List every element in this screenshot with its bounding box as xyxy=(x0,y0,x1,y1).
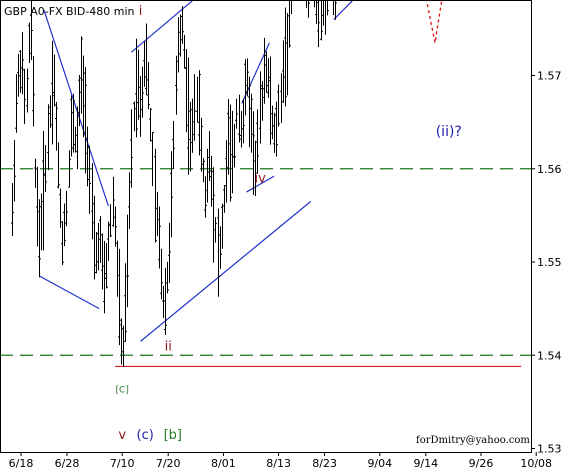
wave-label: (c) xyxy=(137,428,154,443)
channel-line xyxy=(39,275,100,310)
x-tick-label: 10/08 xyxy=(520,457,552,470)
x-tick-label: 6/28 xyxy=(55,457,80,470)
wave-label: (ii)? xyxy=(436,124,462,140)
wave-label: iv xyxy=(255,172,267,187)
x-tick-label: 9/26 xyxy=(469,457,494,470)
x-tick-label: 7/20 xyxy=(156,457,181,470)
wave-label: i xyxy=(139,4,143,19)
credit-text: forDmitry@yahoo.com xyxy=(416,435,530,446)
wave-label: [C] xyxy=(116,386,129,396)
x-tick-label: 6/18 xyxy=(9,457,34,470)
channel-line xyxy=(333,0,354,20)
x-axis: 6/18 6/28 7/10 7/20 8/01 8/13 8/23 9/04 9/14 9/26… xyxy=(9,452,552,470)
price-layer xyxy=(11,0,337,368)
y-tick-label: 1.53 xyxy=(537,443,562,456)
y-tick-label: 1.56 xyxy=(537,163,562,176)
channel-layer xyxy=(39,0,354,342)
y-tick-label: 1.57 xyxy=(537,70,562,83)
x-tick-label: 8/01 xyxy=(211,457,236,470)
chart-title: GBP A0-FX BID-480 min xyxy=(4,5,135,18)
x-tick-label: 8/23 xyxy=(312,457,337,470)
wave-label: v xyxy=(118,428,126,443)
forecast-layer xyxy=(425,0,443,43)
channel-line xyxy=(246,175,275,193)
annotation-layer: [B][C][c]v(c)[b]iiiiiiivv(i)?(ii)?(iii) xyxy=(116,4,462,443)
x-tick-label: 9/04 xyxy=(367,457,392,470)
plot-frame xyxy=(0,0,532,453)
y-tick-label: 1.54 xyxy=(537,349,562,362)
wave-label: ii xyxy=(165,340,172,355)
x-tick-label: 9/14 xyxy=(413,457,438,470)
x-tick-label: 8/13 xyxy=(266,457,291,470)
wave-label: [b] xyxy=(164,428,182,443)
channel-line xyxy=(43,10,109,207)
grid-layer xyxy=(0,168,531,368)
y-tick-label: 1.55 xyxy=(537,256,562,269)
forecast-path xyxy=(425,0,443,43)
channel-line xyxy=(131,0,195,53)
y-axis: 1.531.541.551.561.571.581.591.601.61 xyxy=(531,70,562,456)
channel-line xyxy=(140,200,312,342)
x-tick-label: 7/10 xyxy=(110,457,135,470)
